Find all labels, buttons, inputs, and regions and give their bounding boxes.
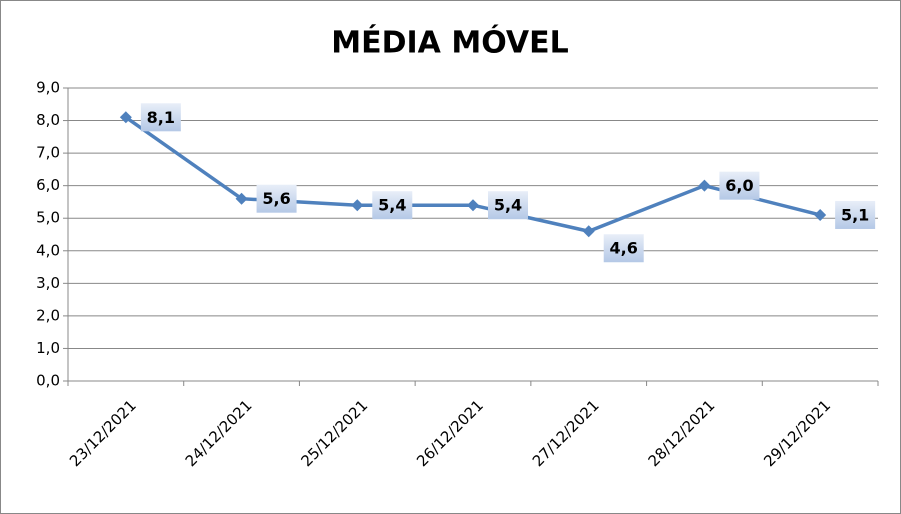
y-tick-label: 0,0 [36,372,60,390]
y-tick-label: 8,0 [36,111,60,129]
data-label-box [256,184,297,213]
chart-title: MÉDIA MÓVEL [331,24,568,61]
marker [235,192,248,205]
data-label-box [372,191,413,220]
y-tick-label: 4,0 [36,241,60,259]
data-label-box [603,234,644,263]
data-label: 8,1 [147,108,175,127]
y-tick-label: 7,0 [36,144,60,162]
data-label: 5,4 [378,196,406,215]
data-label: 4,6 [610,239,638,258]
marker [467,199,479,212]
marker [698,179,711,192]
y-tick-label: 3,0 [36,274,60,292]
data-label-box [719,171,760,200]
marker [814,208,827,221]
marker [119,111,132,124]
data-label-box [835,200,876,229]
y-tick-label: 5,0 [36,209,60,227]
data-label: 5,1 [841,205,869,224]
marker [351,199,364,212]
data-label: 5,4 [494,196,522,215]
data-label-box [140,103,181,132]
data-label: 6,0 [725,176,753,195]
data-label-box [488,191,528,220]
data-label: 5,6 [262,189,290,208]
y-tick-label: 9,0 [36,79,60,97]
marker [582,225,595,238]
y-tick-label: 6,0 [36,176,60,194]
y-tick-label: 2,0 [36,306,60,324]
y-tick-label: 1,0 [36,339,60,357]
